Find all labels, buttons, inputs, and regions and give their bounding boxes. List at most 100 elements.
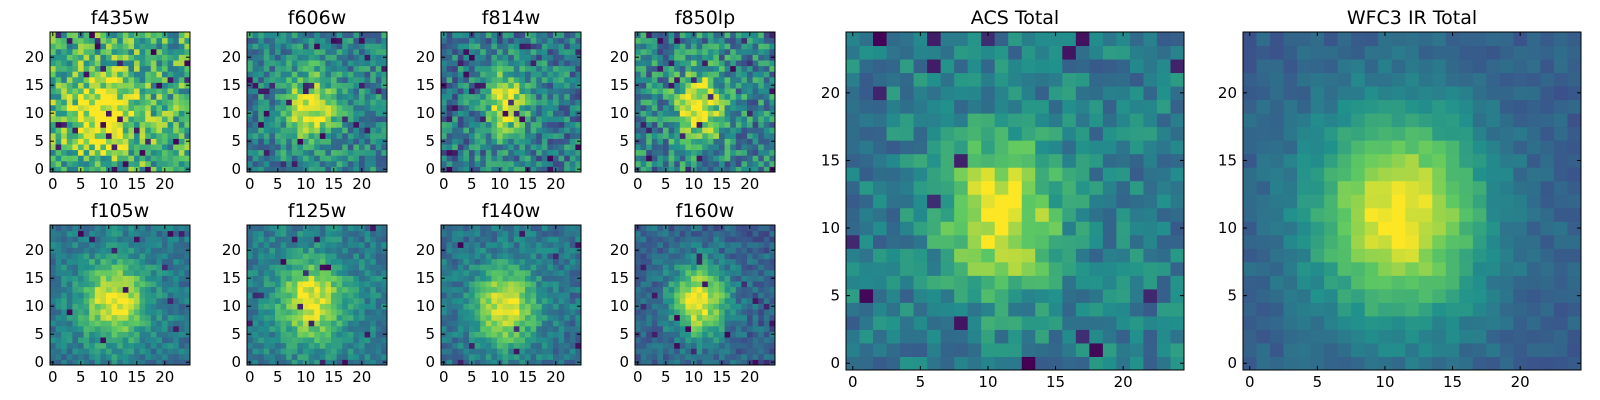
heatmap-cell — [370, 247, 377, 254]
heatmap-cell — [83, 331, 90, 338]
heatmap-cell — [156, 348, 163, 355]
heatmap-cell — [263, 236, 270, 243]
heatmap-cell — [72, 269, 79, 276]
heatmap-cell — [106, 127, 113, 134]
heatmap-cell — [547, 132, 554, 139]
heatmap-cell — [78, 160, 85, 167]
heatmap-cell — [336, 297, 343, 304]
heatmap-cell — [508, 121, 515, 128]
heatmap-cell — [463, 127, 470, 134]
heatmap-cell — [446, 258, 453, 265]
heatmap-cell — [497, 275, 504, 282]
heatmap-cell — [657, 116, 664, 123]
heatmap-cell — [547, 138, 554, 145]
heatmap-cell — [541, 325, 548, 332]
heatmap-cell — [167, 292, 174, 299]
heatmap-cell — [78, 121, 85, 128]
heatmap-cell — [173, 138, 180, 145]
heatmap-cell — [319, 43, 326, 50]
heatmap-cell — [308, 241, 315, 248]
heatmap-cell — [325, 132, 332, 139]
heatmap-cell — [139, 144, 146, 151]
heatmap-cell — [547, 144, 554, 151]
heatmap-cell — [724, 359, 731, 366]
heatmap-cell — [117, 155, 124, 162]
heatmap-cell — [303, 247, 310, 254]
heatmap-cell — [252, 166, 259, 173]
heatmap-cell — [50, 241, 57, 248]
heatmap-cell — [111, 247, 118, 254]
heatmap-cell — [530, 353, 537, 360]
heatmap-cell — [83, 65, 90, 72]
heatmap-cell — [497, 60, 504, 67]
heatmap-cell — [303, 43, 310, 50]
heatmap-cell — [646, 353, 653, 360]
heatmap-cell — [134, 43, 141, 50]
heatmap-cell — [558, 99, 565, 106]
heatmap-cell — [297, 359, 304, 366]
heatmap-cell — [657, 149, 664, 156]
heatmap-cell — [252, 236, 259, 243]
heatmap-cell — [441, 309, 448, 316]
heatmap-cell — [547, 166, 554, 173]
heatmap-cell — [50, 337, 57, 344]
heatmap-cell — [485, 138, 492, 145]
heatmap-cell — [106, 121, 113, 128]
heatmap-cell — [679, 121, 686, 128]
heatmap-cell — [106, 314, 113, 321]
heatmap-cell — [178, 353, 185, 360]
heatmap-cell — [763, 348, 770, 355]
heatmap-cell — [452, 314, 459, 321]
heatmap-cell — [713, 121, 720, 128]
heatmap-cell — [691, 76, 698, 83]
heatmap-cell — [319, 121, 326, 128]
heatmap-cell — [663, 54, 670, 61]
heatmap-cell — [263, 303, 270, 310]
heatmap-cell — [375, 127, 382, 134]
heatmap-cell — [314, 225, 321, 232]
heatmap-cell — [78, 236, 85, 243]
heatmap-cell — [247, 160, 254, 167]
heatmap-cell — [78, 37, 85, 44]
heatmap-cell — [319, 309, 326, 316]
heatmap-cell — [446, 281, 453, 288]
heatmap-cell — [485, 110, 492, 117]
heatmap-cell — [640, 138, 647, 145]
heatmap-cell — [167, 155, 174, 162]
heatmap-cell — [713, 71, 720, 78]
heatmap-cell — [117, 121, 124, 128]
heatmap-cell — [184, 309, 191, 316]
heatmap-cell — [713, 138, 720, 145]
heatmap-cell — [347, 309, 354, 316]
heatmap-cell — [558, 253, 565, 260]
heatmap-cell — [66, 359, 73, 366]
heatmap-cell — [763, 359, 770, 366]
y-tick-label: 10 — [610, 104, 629, 122]
y-tick-label: 20 — [610, 48, 629, 66]
heatmap-cell — [117, 71, 124, 78]
heatmap-cell — [536, 359, 543, 366]
heatmap-cell — [730, 82, 737, 89]
heatmap-cell — [314, 292, 321, 299]
heatmap-cell — [685, 48, 692, 55]
heatmap-cell — [564, 155, 571, 162]
heatmap-cell — [569, 331, 576, 338]
heatmap-cell — [370, 281, 377, 288]
heatmap-cell — [741, 138, 748, 145]
heatmap-cell — [258, 320, 265, 327]
heatmap-cell — [156, 121, 163, 128]
heatmap-cell — [702, 297, 709, 304]
heatmap-cell — [55, 337, 62, 344]
heatmap-cell — [55, 82, 62, 89]
heatmap-cell — [269, 348, 276, 355]
heatmap-cell — [480, 149, 487, 156]
heatmap-cell — [178, 37, 185, 44]
heatmap-cell — [674, 121, 681, 128]
heatmap-cell — [651, 127, 658, 134]
heatmap-cell — [741, 325, 748, 332]
heatmap-cell — [122, 60, 129, 67]
heatmap-cell — [353, 353, 360, 360]
heatmap-cell — [497, 144, 504, 151]
heatmap-cell — [106, 331, 113, 338]
heatmap-cell — [308, 37, 315, 44]
